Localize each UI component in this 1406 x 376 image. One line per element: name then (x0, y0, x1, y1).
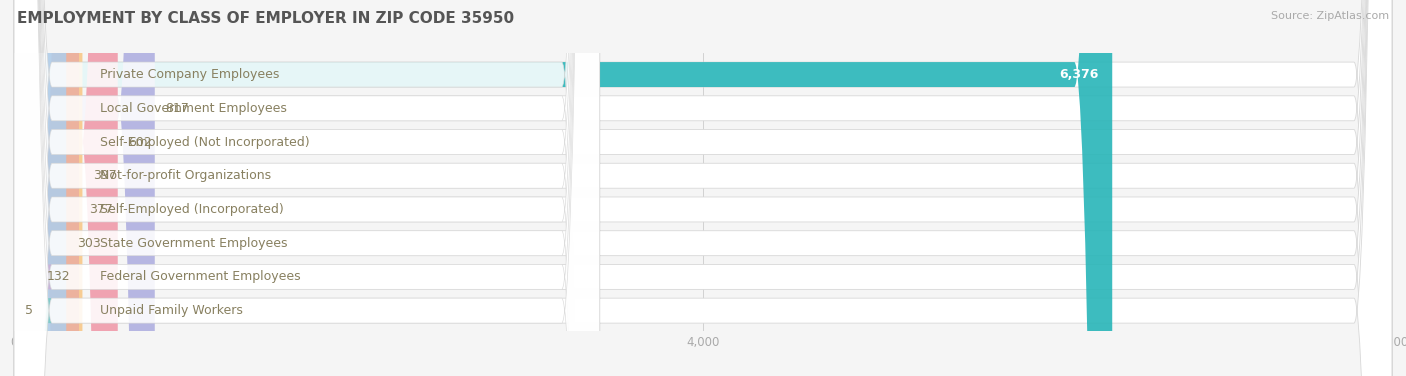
Text: Self-Employed (Not Incorporated): Self-Employed (Not Incorporated) (100, 135, 309, 149)
FancyBboxPatch shape (14, 0, 599, 376)
Text: Local Government Employees: Local Government Employees (100, 102, 287, 115)
FancyBboxPatch shape (14, 0, 1392, 376)
Text: EMPLOYMENT BY CLASS OF EMPLOYER IN ZIP CODE 35950: EMPLOYMENT BY CLASS OF EMPLOYER IN ZIP C… (17, 11, 515, 26)
Text: 5: 5 (25, 304, 34, 317)
FancyBboxPatch shape (14, 0, 1112, 376)
Text: 397: 397 (93, 169, 117, 182)
FancyBboxPatch shape (14, 0, 83, 376)
FancyBboxPatch shape (0, 0, 52, 376)
FancyBboxPatch shape (14, 0, 599, 376)
Text: 6,376: 6,376 (1059, 68, 1098, 81)
Text: Federal Government Employees: Federal Government Employees (100, 270, 301, 284)
FancyBboxPatch shape (14, 0, 599, 376)
Text: Private Company Employees: Private Company Employees (100, 68, 280, 81)
Text: Unpaid Family Workers: Unpaid Family Workers (100, 304, 243, 317)
FancyBboxPatch shape (14, 0, 1392, 376)
FancyBboxPatch shape (0, 0, 52, 376)
FancyBboxPatch shape (14, 0, 599, 376)
FancyBboxPatch shape (14, 0, 1392, 376)
FancyBboxPatch shape (14, 0, 66, 376)
Text: Self-Employed (Incorporated): Self-Employed (Incorporated) (100, 203, 284, 216)
FancyBboxPatch shape (14, 0, 1392, 376)
Text: 817: 817 (165, 102, 188, 115)
Text: 377: 377 (90, 203, 114, 216)
FancyBboxPatch shape (14, 0, 1392, 376)
FancyBboxPatch shape (14, 0, 599, 376)
Text: Not-for-profit Organizations: Not-for-profit Organizations (100, 169, 271, 182)
FancyBboxPatch shape (14, 0, 1392, 376)
FancyBboxPatch shape (14, 0, 599, 376)
FancyBboxPatch shape (14, 0, 1392, 376)
FancyBboxPatch shape (14, 0, 155, 376)
FancyBboxPatch shape (14, 0, 118, 376)
Text: 602: 602 (128, 135, 152, 149)
Text: Source: ZipAtlas.com: Source: ZipAtlas.com (1271, 11, 1389, 21)
Text: State Government Employees: State Government Employees (100, 237, 288, 250)
FancyBboxPatch shape (14, 0, 599, 376)
Text: 132: 132 (48, 270, 70, 284)
FancyBboxPatch shape (14, 0, 599, 376)
FancyBboxPatch shape (14, 0, 1392, 376)
Text: 303: 303 (76, 237, 100, 250)
FancyBboxPatch shape (14, 0, 79, 376)
